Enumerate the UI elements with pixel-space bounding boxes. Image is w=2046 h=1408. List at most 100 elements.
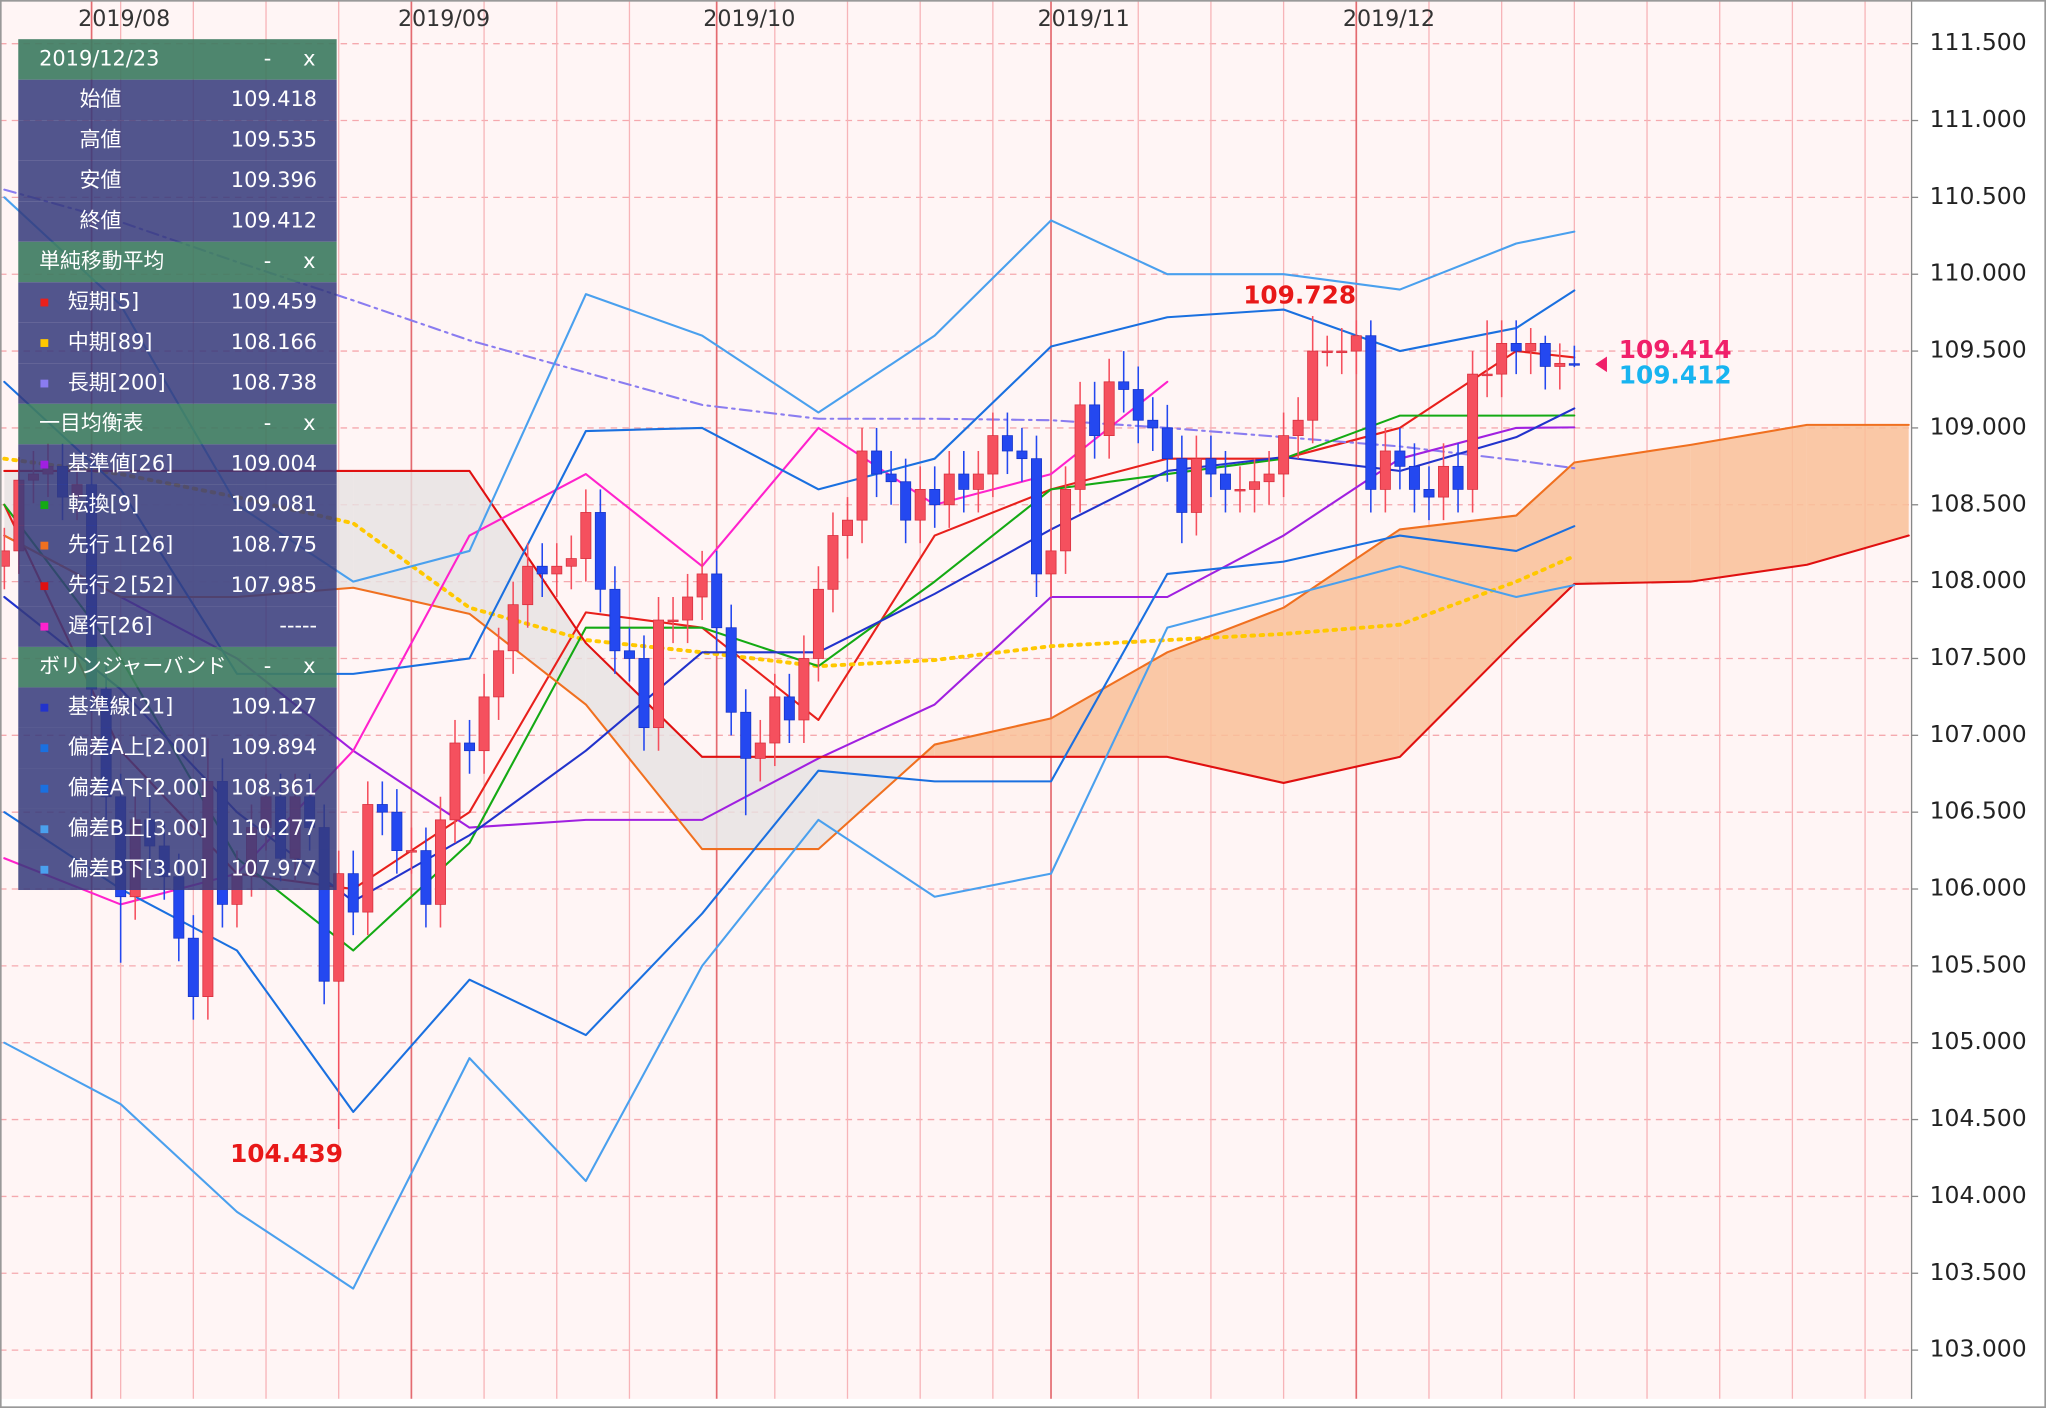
price-label: 104.439 <box>230 1139 343 1168</box>
y-tick-label: 105.500 <box>1930 950 2027 978</box>
panel-value: 109.412 <box>231 209 317 233</box>
panel-label: 短期[5] <box>68 290 139 314</box>
panel-label: 始値 <box>80 87 122 111</box>
candle-body <box>929 489 941 506</box>
candle-body <box>1292 419 1304 437</box>
panel-row <box>18 444 337 485</box>
panel-header <box>18 39 337 80</box>
panel-button[interactable]: x <box>303 654 315 678</box>
cloud-segment <box>934 718 1052 757</box>
panel-button[interactable]: x <box>303 46 315 70</box>
candle-body <box>1234 489 1246 492</box>
panel-button[interactable]: - <box>264 654 272 678</box>
candle-body <box>1118 381 1130 390</box>
panel-label: 中期[89] <box>68 330 153 354</box>
panel-value: 109.894 <box>231 735 317 759</box>
candle-body <box>1176 458 1188 513</box>
panel-button[interactable]: x <box>303 249 315 273</box>
candle-body <box>958 473 970 490</box>
panel-value: 108.361 <box>231 776 317 800</box>
cloud-segment <box>1283 529 1400 783</box>
y-tick-label: 106.500 <box>1930 797 2027 825</box>
legend-swatch <box>40 582 49 591</box>
indicator-line <box>3 565 1576 1290</box>
indicator-line <box>3 525 1576 1113</box>
panel-value: 108.738 <box>231 371 317 395</box>
candle-body <box>682 596 694 621</box>
info-panel: 2019/12/23 - x 始値 109.418 高値 109.535 安値 109.396 終… <box>18 39 337 891</box>
panel-row <box>18 606 337 647</box>
legend-swatch <box>40 865 49 874</box>
candle-body <box>900 481 912 521</box>
candle-body <box>1278 435 1290 475</box>
candle-body <box>1467 373 1479 490</box>
candle-body <box>812 588 824 659</box>
cloud-segment <box>1690 424 1807 582</box>
panel-button[interactable]: x <box>303 411 315 435</box>
candle-body <box>1525 342 1537 352</box>
panel-value: 109.396 <box>231 168 317 192</box>
x-tick-label: 2019/11 <box>1038 6 1130 32</box>
panel-row <box>18 363 337 404</box>
panel-button[interactable]: - <box>264 249 272 273</box>
legend-swatch <box>40 825 49 834</box>
candle-body <box>842 519 853 536</box>
panel-row <box>18 160 337 202</box>
panel-title: ボリンジャーバンド <box>39 654 227 678</box>
candle-body <box>871 450 883 475</box>
candle-body <box>1089 404 1101 437</box>
panel-header <box>18 646 337 688</box>
legend-swatch <box>40 460 49 469</box>
y-tick-label: 104.000 <box>1930 1181 2027 1209</box>
panel-row <box>18 565 337 607</box>
panel-value: 110.277 <box>231 816 317 840</box>
candle-body <box>464 742 476 752</box>
legend-swatch <box>40 298 49 307</box>
panel-label: 偏差A上[2.00] <box>68 735 208 759</box>
panel-row <box>18 727 337 769</box>
panel-value: 109.535 <box>231 127 317 151</box>
x-tick-label: 2019/12 <box>1343 6 1435 32</box>
legend-swatch <box>40 703 49 712</box>
panel-label: 先行１[26] <box>68 533 173 557</box>
candle-body <box>1249 481 1261 490</box>
panel-value: 109.127 <box>231 695 317 719</box>
candle-body <box>1190 458 1202 513</box>
panel-label: 基準値[26] <box>68 452 173 476</box>
panel-value: 109.004 <box>231 452 317 476</box>
price-marker <box>1595 356 1607 373</box>
panel-label: 基準線[21] <box>68 695 173 719</box>
candle-body <box>449 742 461 821</box>
legend-swatch <box>40 501 49 510</box>
y-tick-label: 103.500 <box>1930 1258 2027 1286</box>
legend-swatch <box>40 784 49 793</box>
panel-label: 高値 <box>80 127 122 151</box>
y-tick-label: 111.000 <box>1930 105 2027 133</box>
panel-button[interactable]: - <box>264 411 272 435</box>
candle-body <box>1452 465 1464 490</box>
candle-body <box>1379 450 1391 490</box>
panel-value: 107.985 <box>231 573 317 597</box>
candle-body <box>1263 473 1275 483</box>
y-tick-label: 110.000 <box>1930 259 2027 287</box>
panel-label: 終値 <box>80 209 122 233</box>
cloud-segment <box>702 756 819 850</box>
panel-row <box>18 849 337 891</box>
panel-row <box>18 484 337 526</box>
candle-body <box>0 550 10 567</box>
panel-header <box>18 403 337 445</box>
candle-body <box>362 804 374 913</box>
candle-body <box>594 512 606 590</box>
candle-body <box>769 696 781 744</box>
candle-body <box>1205 458 1217 475</box>
candle-body <box>1321 350 1333 354</box>
candle-body <box>1016 450 1028 460</box>
candle-body <box>478 696 490 752</box>
candle-body <box>347 873 359 913</box>
candle-body <box>827 535 839 590</box>
legend-swatch <box>40 379 49 388</box>
candle-body <box>493 650 505 698</box>
cloud-segment <box>1806 424 1909 565</box>
panel-button[interactable]: - <box>264 46 272 70</box>
price-label: 109.412 <box>1619 360 1732 389</box>
